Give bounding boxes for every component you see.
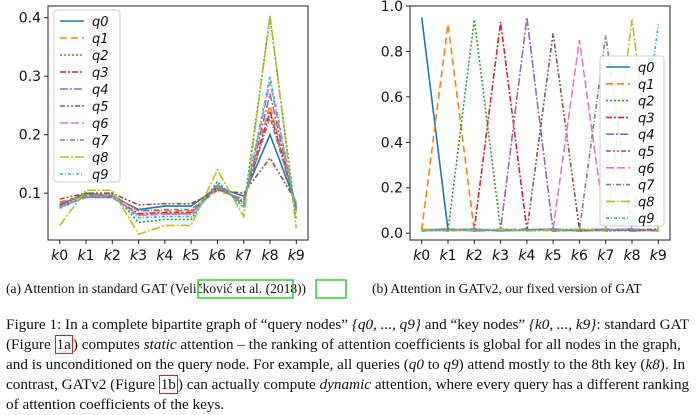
x-tick-label: k7 <box>597 248 614 264</box>
series-line-q5 <box>421 33 659 232</box>
y-tick-label: 0.2 <box>19 128 41 144</box>
y-tick-label: 0.4 <box>381 135 403 151</box>
figure-caption: Figure 1: In a complete bipartite graph … <box>6 316 690 413</box>
x-tick-label: k3 <box>492 248 509 264</box>
legend-entry: q3 <box>638 111 655 126</box>
x-tick-label: k9 <box>650 248 667 264</box>
y-tick-label: 0.2 <box>381 181 403 197</box>
x-tick-label: k2 <box>466 248 483 264</box>
legend-entry: q7 <box>92 134 109 149</box>
series-line-q6 <box>421 39 659 232</box>
figure-panels: k0 k1 k2 k3 k4 k5 k6 k7 k8 k90.10.20.30.4 q0q1q2q3… <box>6 0 671 299</box>
x-tick-label: k0 <box>51 248 68 264</box>
legend-entry: q8 <box>92 151 109 166</box>
figure-ref-1a[interactable]: 1a <box>54 335 73 354</box>
x-tick-label: k6 <box>209 248 226 264</box>
plot-frame <box>47 5 309 241</box>
legend-entry: q7 <box>638 179 655 194</box>
left-attention-chart: k0 k1 k2 k3 k4 k5 k6 k7 k8 k9 0.1 0.2 0.3 0.4 q0 q1 q2 q3… <box>19 5 309 264</box>
x-tick-label: k1 <box>439 248 456 264</box>
legend-entry: q5 <box>638 145 655 160</box>
series-line-q4 <box>59 93 298 216</box>
legend-entry: q6 <box>92 117 109 132</box>
legend-entry: q0 <box>92 15 109 30</box>
figure-ref-1b[interactable]: 1b <box>158 375 178 394</box>
year-highlight <box>315 279 347 299</box>
series-line-q5 <box>59 156 297 206</box>
y-tick-label: 0.1 <box>19 186 41 202</box>
legend-entry: q0 <box>638 61 655 76</box>
right-attention-chart: k0 k1 k2 k3 k4 k5 k6 k7 k8 k9 0.0 0.2 0.4 0.6 0.8 1.0 q0… <box>381 0 671 264</box>
x-tick-label: k3 <box>130 248 147 264</box>
x-tick-label: k1 <box>77 248 94 264</box>
legend-box <box>53 9 121 183</box>
x-tick-label: k0 <box>413 248 430 264</box>
legend-entry: q3 <box>92 66 109 81</box>
x-tick-label: k5 <box>545 248 562 264</box>
y-tick-label: 1.0 <box>381 0 403 15</box>
right-caption: (b) Attention in GATv2, our fixed versio… <box>372 281 642 296</box>
legend-entry: q9 <box>638 212 655 227</box>
legend-entry: q6 <box>638 162 655 177</box>
legend-entry: q5 <box>92 100 109 115</box>
series-line-q6 <box>59 81 298 217</box>
x-tick-label: k5 <box>183 248 200 264</box>
query-set: {q0, ..., q9} <box>351 316 421 333</box>
series-line-q9 <box>59 76 298 219</box>
legend-entry: q1 <box>638 78 655 93</box>
left-caption: (a) Attention in standard GAT (Veličkovi… <box>6 281 306 296</box>
legend-entry: q1 <box>92 32 109 47</box>
legend-entry: q4 <box>638 128 655 143</box>
x-tick-label: k2 <box>104 248 121 264</box>
legend-entry: q2 <box>92 49 109 64</box>
series-line-q7 <box>59 114 298 212</box>
series-line-q1 <box>420 24 659 232</box>
x-tick-label: k9 <box>288 248 305 264</box>
y-tick-label: 0.8 <box>381 44 403 60</box>
citation-link[interactable]: Veličković et al. <box>175 281 262 296</box>
legend-entry: q4 <box>92 83 109 98</box>
series-line-q1 <box>59 102 298 212</box>
y-tick-label: 0.3 <box>19 69 41 85</box>
citation-year-link[interactable]: 2018 <box>270 281 297 296</box>
citation-highlight <box>197 279 294 299</box>
legend-entry: q2 <box>638 95 655 110</box>
legend-entry: q9 <box>92 168 109 183</box>
y-tick-label: 0.0 <box>381 226 403 242</box>
y-tick-label: 0.6 <box>381 90 403 106</box>
y-tick-label: 0.4 <box>19 11 41 27</box>
x-tick-label: k8 <box>261 248 278 264</box>
x-tick-label: k7 <box>235 248 252 264</box>
legend-entry: q8 <box>638 195 655 210</box>
series-line-q8 <box>59 14 298 236</box>
series-line-q9 <box>421 24 660 232</box>
legend-box <box>599 55 665 227</box>
key-set: {k0, ..., k9} <box>528 316 597 333</box>
plot-frame <box>409 5 671 241</box>
x-tick-label: k8 <box>623 248 640 264</box>
x-tick-label: k4 <box>156 248 173 264</box>
x-tick-label: k4 <box>518 248 535 264</box>
x-tick-label: k6 <box>571 248 588 264</box>
